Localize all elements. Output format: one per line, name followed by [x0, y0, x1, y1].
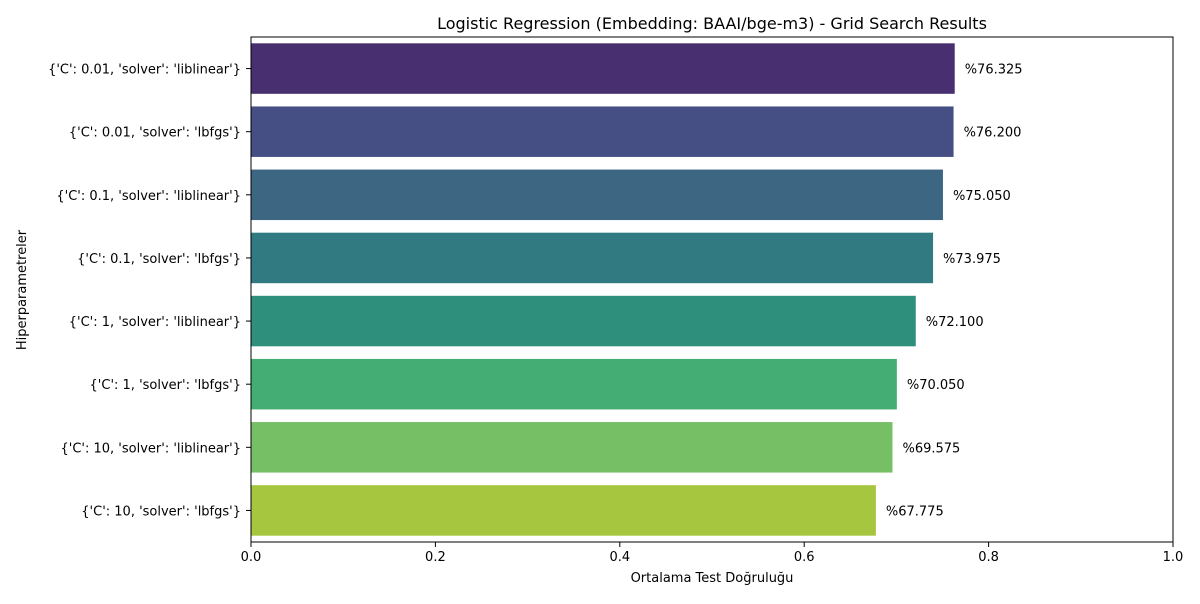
plot-frame	[250, 36, 1174, 543]
x-tick-label: 0.8	[978, 550, 999, 565]
x-tick-label: 0.6	[794, 550, 815, 565]
bar-value-label: %67.775	[886, 504, 944, 519]
y-tick-label: {'C': 10, 'solver': 'lbfgs'}	[81, 504, 241, 519]
bar-value-label: %75.050	[953, 189, 1011, 204]
x-tick-label: 0.0	[241, 550, 262, 565]
bar	[251, 422, 893, 473]
bar-value-label: %76.200	[964, 126, 1022, 141]
y-tick-label: {'C': 0.01, 'solver': 'liblinear'}	[48, 63, 241, 78]
ticks-group: {'C': 0.01, 'solver': 'liblinear'} {'C': …	[48, 63, 1183, 565]
x-tick-label: 0.4	[609, 550, 630, 565]
bar-value-label: %76.325	[965, 63, 1023, 78]
y-tick-label: {'C': 0.01, 'solver': 'lbfgs'}	[69, 126, 241, 141]
y-tick-label: {'C': 1, 'solver': 'lbfgs'}	[90, 378, 241, 393]
bar-value-label: %72.100	[926, 315, 984, 330]
bar	[251, 295, 916, 347]
bar	[251, 358, 897, 410]
bar	[251, 106, 954, 157]
bar-value-label: %73.975	[943, 252, 1001, 267]
bar-value-label: %69.575	[902, 441, 960, 456]
y-axis-label: Hiperparametreler	[15, 229, 30, 350]
y-tick-label: {'C': 0.1, 'solver': 'lbfgs'}	[77, 252, 241, 267]
bar	[251, 169, 943, 221]
y-tick-label: {'C': 0.1, 'solver': 'liblinear'}	[56, 189, 241, 204]
y-tick-label: {'C': 1, 'solver': 'liblinear'}	[69, 315, 241, 330]
bar	[251, 43, 955, 94]
x-tick-label: 1.0	[1163, 550, 1184, 565]
y-tick-label: {'C': 10, 'solver': 'liblinear'}	[60, 441, 241, 456]
x-tick-label: 0.2	[425, 550, 446, 565]
bar	[251, 485, 876, 536]
bar-value-label: %70.050	[907, 378, 965, 393]
x-axis-label: Ortalama Test Doğruluğu	[631, 571, 794, 586]
chart-title: Logistic Regression (Embedding: BAAI/bge…	[437, 14, 987, 33]
bars-group: %76.325 %76.200 %75.050 %73.975 %72.100 %70.0…	[251, 43, 1023, 536]
bar	[251, 232, 934, 284]
